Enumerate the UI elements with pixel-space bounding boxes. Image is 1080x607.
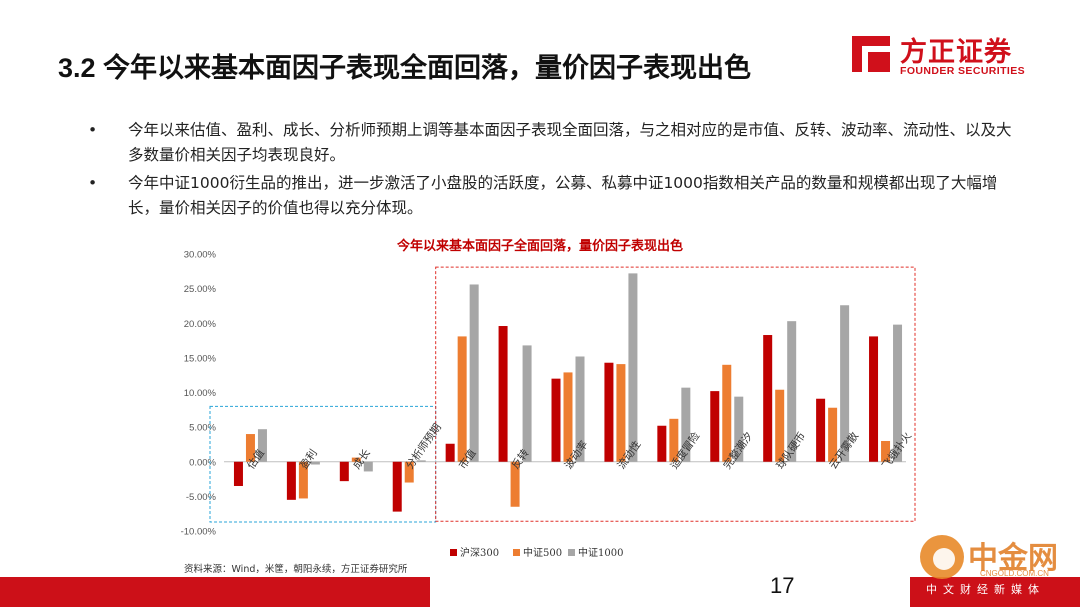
bar-沪深300 [869, 336, 879, 462]
bar-中证1000 [840, 305, 850, 462]
legend-label: 中证1000 [578, 546, 623, 559]
bar-中证500 [616, 364, 626, 462]
bullet-list: • 今年以来估值、盈利、成长、分析师预期上调等基本面因子表现全面回落，与之相对应… [86, 118, 1016, 224]
bar-沪深300 [816, 398, 826, 462]
bar-沪深300 [339, 461, 349, 482]
page-title: 3.2 今年以来基本面因子表现全面回落，量价因子表现出色 [58, 53, 752, 83]
bullet-marker: • [88, 174, 98, 192]
bar-中证500 [298, 461, 308, 499]
y-tick-label: -10.00% [181, 527, 217, 538]
company-logo: 方正证券 FOUNDER SECURITIES [848, 30, 1038, 82]
bar-中证1000 [628, 273, 638, 462]
legend-label: 沪深300 [460, 546, 499, 559]
bar-中证500 [828, 407, 838, 462]
bullet-text: 今年中证1000衍生品的推出，进一步激活了小盘股的活跃度，公募、私募中证1000… [128, 174, 998, 217]
bar-中证500 [563, 372, 573, 462]
y-tick-label: -5.00% [186, 492, 217, 503]
logo-name-cn: 方正证券 [900, 37, 1012, 68]
bar-中证1000 [257, 429, 267, 462]
bar-中证500 [510, 461, 520, 507]
bar-中证500 [245, 434, 255, 462]
highlight-box [435, 266, 916, 522]
bar-中证1000 [734, 396, 744, 462]
bar-中证1000 [416, 460, 426, 462]
y-tick-label: 5.00% [189, 423, 216, 434]
bar-沪深300 [763, 335, 773, 462]
bar-中证500 [669, 418, 679, 462]
watermark-url: CNGOLD.COM.CN [980, 569, 1049, 578]
footer-gap [430, 577, 910, 607]
y-tick-label: 10.00% [184, 388, 217, 399]
bar-中证500 [775, 389, 785, 462]
bar-中证1000 [363, 461, 373, 472]
highlight-box [209, 405, 437, 523]
bullet-item: • 今年中证1000衍生品的推出，进一步激活了小盘股的活跃度，公募、私募中证10… [86, 171, 1016, 221]
legend-label: 中证500 [523, 546, 562, 559]
watermark-name: 中金网 [968, 541, 1058, 576]
page-number: 17 [770, 573, 795, 598]
bar-中证500 [881, 440, 891, 462]
chart-title: 今年以来基本面因子全面回落，量价因子表现出色 [396, 239, 683, 254]
bar-中证500 [457, 336, 467, 462]
logo-name-en: FOUNDER SECURITIES [900, 65, 1026, 77]
bar-沪深300 [657, 425, 667, 462]
legend-swatch [568, 549, 575, 556]
bullet-text: 今年以来估值、盈利、成长、分析师预期上调等基本面因子表现全面回落，与之相对应的是… [128, 121, 1012, 164]
y-tick-label: 20.00% [184, 319, 217, 330]
bar-中证1000 [893, 324, 903, 462]
y-tick-label: 30.00% [184, 250, 217, 261]
bar-沪深300 [445, 443, 455, 462]
bar-沪深300 [710, 391, 720, 462]
bullet-marker: • [88, 121, 98, 139]
watermark-logo-icon [920, 535, 964, 579]
bar-中证1000 [575, 356, 585, 462]
bar-中证1000 [469, 284, 479, 462]
y-tick-label: 15.00% [184, 353, 217, 364]
y-tick-label: 0.00% [189, 457, 216, 468]
watermark-tagline: 中文财经新媒体 [926, 583, 1045, 596]
bar-沪深300 [392, 461, 402, 512]
bar-中证500 [722, 364, 732, 462]
bar-沪深300 [498, 326, 508, 462]
bar-沪深300 [233, 461, 243, 486]
watermark: 中金网 CNGOLD.COM.CN 中文财经新媒体 [918, 533, 1078, 605]
legend-swatch [450, 549, 457, 556]
bar-沪深300 [604, 362, 614, 462]
bar-中证1000 [681, 387, 691, 462]
bar-中证500 [351, 457, 361, 462]
bar-中证500 [404, 461, 414, 483]
bar-中证1000 [787, 321, 797, 462]
legend-swatch [513, 549, 520, 556]
bar-沪深300 [551, 378, 561, 462]
bar-沪深300 [286, 461, 296, 500]
bullet-item: • 今年以来估值、盈利、成长、分析师预期上调等基本面因子表现全面回落，与之相对应… [86, 118, 1016, 168]
y-tick-label: 25.00% [184, 284, 217, 295]
factor-bar-chart: -10.00% -5.00% 0.00% 5.00% 10.00% 15.00% 20.00… [181, 250, 916, 559]
bar-中证1000 [522, 345, 532, 462]
source-note: 资料来源：Wind，米筐，朝阳永续，方正证券研究所 [184, 564, 408, 575]
bar-中证1000 [310, 461, 320, 465]
founder-logo-icon [852, 36, 890, 72]
x-tick-label: 分析师预期 [403, 421, 444, 471]
x-tick-label: 盈利 [298, 447, 320, 471]
